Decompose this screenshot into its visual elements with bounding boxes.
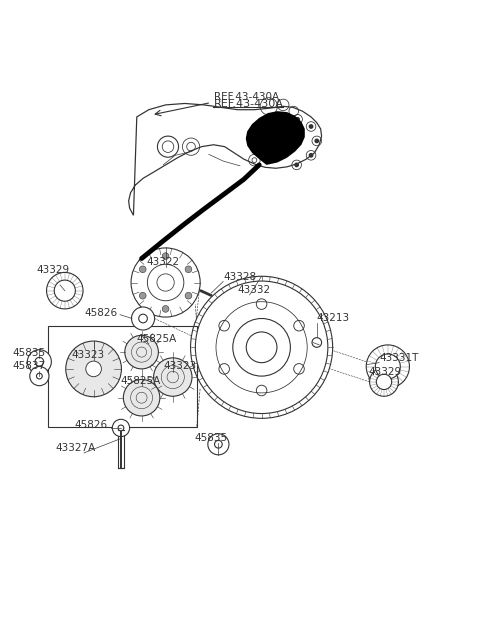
Circle shape	[35, 357, 44, 366]
Circle shape	[139, 314, 147, 323]
Text: 45835: 45835	[194, 433, 228, 443]
Circle shape	[118, 425, 124, 431]
Circle shape	[314, 138, 319, 143]
Circle shape	[86, 361, 101, 376]
Circle shape	[30, 366, 49, 385]
Circle shape	[246, 332, 277, 362]
Text: 43332: 43332	[238, 285, 271, 295]
Circle shape	[208, 434, 229, 455]
Circle shape	[123, 380, 160, 416]
Text: 43323: 43323	[163, 361, 196, 371]
Text: 43327A: 43327A	[55, 443, 96, 453]
Circle shape	[370, 368, 398, 396]
Text: 45825A: 45825A	[120, 376, 160, 385]
Circle shape	[162, 306, 169, 312]
Circle shape	[309, 124, 313, 129]
Text: 43328: 43328	[223, 271, 256, 282]
Text: 45835: 45835	[12, 348, 45, 358]
Bar	[118, 430, 124, 468]
Circle shape	[216, 302, 307, 393]
Circle shape	[139, 266, 146, 273]
Circle shape	[162, 253, 169, 259]
Circle shape	[54, 280, 75, 301]
Text: 43322: 43322	[146, 257, 180, 267]
Circle shape	[66, 341, 121, 397]
Text: 43329: 43329	[36, 265, 69, 275]
Circle shape	[195, 281, 328, 413]
Text: 43331T: 43331T	[379, 353, 419, 362]
Circle shape	[295, 117, 300, 122]
Circle shape	[376, 374, 392, 390]
Polygon shape	[246, 111, 305, 165]
Circle shape	[185, 266, 192, 273]
Circle shape	[147, 264, 184, 301]
Circle shape	[27, 350, 51, 374]
Bar	[48, 326, 197, 427]
Text: 45826: 45826	[74, 420, 108, 430]
Circle shape	[294, 162, 299, 168]
Text: REF.43-430A: REF.43-430A	[214, 92, 279, 101]
Circle shape	[47, 273, 83, 309]
Circle shape	[154, 358, 192, 396]
Circle shape	[131, 248, 200, 317]
Circle shape	[112, 419, 130, 436]
Text: 43329: 43329	[369, 367, 402, 377]
Circle shape	[157, 274, 174, 291]
Text: 45825A: 45825A	[137, 334, 177, 344]
Circle shape	[185, 292, 192, 299]
Text: 43323: 43323	[71, 350, 104, 361]
Text: REF.43-430A: REF.43-430A	[214, 99, 284, 109]
Text: 45837: 45837	[12, 361, 45, 371]
Circle shape	[125, 335, 158, 369]
Circle shape	[215, 440, 222, 448]
Text: 43213: 43213	[317, 313, 350, 324]
Circle shape	[233, 318, 290, 376]
Text: 45826: 45826	[84, 308, 117, 318]
Circle shape	[139, 292, 146, 299]
Circle shape	[366, 345, 409, 388]
Circle shape	[191, 276, 333, 419]
Circle shape	[309, 153, 313, 158]
Circle shape	[36, 373, 42, 379]
Circle shape	[132, 307, 155, 330]
Circle shape	[375, 354, 400, 379]
